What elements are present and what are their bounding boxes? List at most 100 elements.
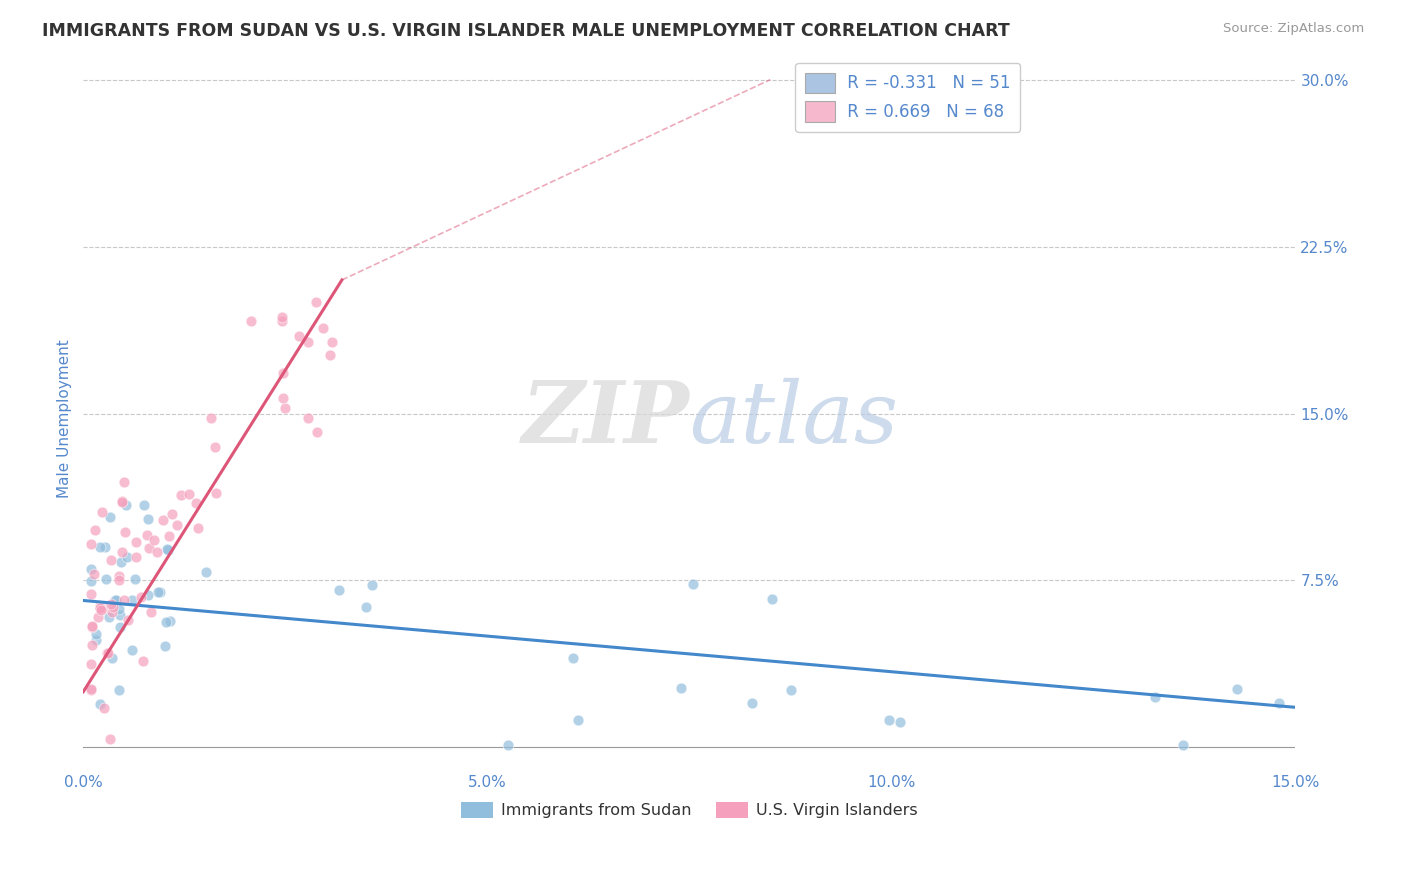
Point (125, 535, 148, 549)
Point (83, 566, 105, 581)
Point (152, 513, 174, 527)
Point (271, 310, 294, 324)
Legend: Immigrants from Sudan, U.S. Virgin Islanders: Immigrants from Sudan, U.S. Virgin Islan… (456, 796, 924, 825)
Y-axis label: Male Unemployment: Male Unemployment (58, 340, 72, 499)
Point (356, 600, 378, 615)
Point (239, 313, 262, 327)
Point (146, 584, 169, 599)
Point (134, 499, 156, 513)
Point (111, 494, 134, 508)
Point (112, 593, 135, 607)
Point (311, 320, 333, 334)
Point (1226, 681, 1249, 696)
Point (160, 507, 183, 521)
Point (205, 485, 228, 500)
Point (89, 541, 111, 555)
Point (1173, 738, 1195, 752)
Point (149, 585, 172, 599)
Point (97, 609, 120, 624)
Point (80, 562, 103, 576)
Point (80, 574, 103, 588)
Point (669, 681, 692, 695)
Point (90, 602, 112, 616)
Point (136, 511, 159, 525)
Point (159, 614, 181, 628)
Point (271, 314, 294, 328)
Point (779, 682, 801, 697)
Point (328, 582, 350, 597)
Point (297, 335, 319, 350)
Point (142, 533, 165, 548)
Point (108, 602, 131, 616)
Point (156, 541, 179, 556)
Point (129, 590, 152, 604)
Point (110, 555, 132, 569)
Point (94, 572, 117, 586)
Point (318, 348, 340, 362)
Point (80, 587, 103, 601)
Point (682, 577, 704, 591)
Text: IMMIGRANTS FROM SUDAN VS U.S. VIRGIN ISLANDER MALE UNEMPLOYMENT CORRELATION CHAR: IMMIGRANTS FROM SUDAN VS U.S. VIRGIN ISL… (42, 22, 1010, 40)
Point (89, 600, 111, 615)
Point (273, 401, 295, 416)
Text: Source: ZipAtlas.com: Source: ZipAtlas.com (1223, 22, 1364, 36)
Point (108, 574, 131, 588)
Point (138, 541, 160, 555)
Point (125, 550, 148, 565)
Point (80, 537, 103, 551)
Point (1143, 690, 1166, 705)
Point (90, 505, 112, 519)
Point (114, 498, 136, 512)
Point (80, 657, 103, 672)
Point (100, 553, 122, 567)
Point (124, 572, 146, 586)
Point (155, 615, 177, 630)
Point (204, 440, 226, 454)
Point (877, 713, 900, 727)
Point (194, 565, 217, 579)
Text: ZIP: ZIP (522, 377, 689, 461)
Point (111, 494, 134, 508)
Point (166, 518, 188, 533)
Point (114, 524, 136, 539)
Point (89, 601, 111, 615)
Point (138, 588, 160, 602)
Point (101, 605, 124, 619)
Point (108, 608, 131, 623)
Point (170, 488, 193, 502)
Point (87, 610, 110, 624)
Point (117, 613, 139, 627)
Point (83, 523, 105, 537)
Point (1268, 696, 1291, 710)
Point (108, 620, 131, 634)
Point (112, 475, 135, 489)
Point (80, 618, 103, 632)
Point (100, 732, 122, 747)
Point (567, 714, 589, 728)
Point (187, 521, 209, 535)
Point (288, 329, 311, 343)
Point (96, 646, 118, 660)
Point (82, 620, 104, 634)
Point (91, 600, 114, 615)
Point (101, 651, 124, 665)
Point (111, 545, 134, 559)
Point (101, 599, 124, 614)
Point (146, 545, 169, 559)
Point (273, 391, 295, 405)
Text: atlas: atlas (689, 377, 898, 460)
Point (117, 550, 139, 565)
Point (297, 410, 319, 425)
Point (141, 605, 163, 619)
Point (105, 592, 128, 607)
Point (155, 639, 177, 653)
Point (496, 738, 519, 752)
Point (100, 510, 122, 524)
Point (94, 541, 117, 555)
Point (89, 697, 111, 711)
Point (305, 295, 328, 310)
Point (97, 646, 120, 660)
Point (179, 487, 201, 501)
Point (121, 643, 143, 657)
Point (307, 425, 329, 439)
